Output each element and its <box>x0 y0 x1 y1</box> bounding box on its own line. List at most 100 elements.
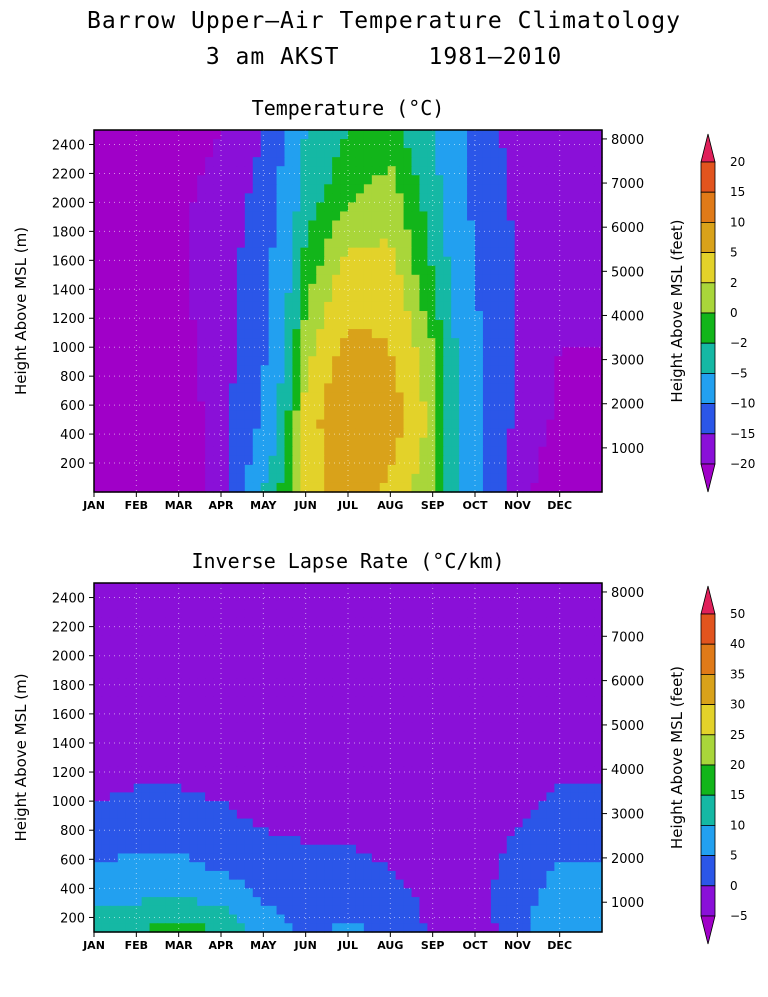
heatmap-cell <box>141 301 151 312</box>
heatmap-cell <box>213 464 222 475</box>
heatmap-cell <box>260 283 270 294</box>
heatmap-cell <box>109 428 119 439</box>
heatmap-cell <box>205 862 214 872</box>
heatmap-cell <box>371 809 381 820</box>
heatmap-cell <box>451 247 460 258</box>
heatmap-cell <box>300 635 309 645</box>
heatmap-cell <box>498 256 508 267</box>
heatmap-cell <box>292 383 301 394</box>
heatmap-cell <box>252 731 262 741</box>
heatmap-cell <box>451 792 460 802</box>
heatmap-cell <box>276 292 286 303</box>
heatmap-cell <box>133 193 143 203</box>
heatmap-cell <box>530 853 540 863</box>
heatmap-cell <box>308 766 317 776</box>
heatmap-cell <box>435 428 444 439</box>
heatmap-cell <box>546 256 555 267</box>
heatmap-cell <box>530 644 540 654</box>
heatmap-cell <box>371 283 381 294</box>
heatmap-cell <box>514 748 524 759</box>
heatmap-cell <box>570 731 579 741</box>
heatmap-cell <box>514 713 524 724</box>
heatmap-cell <box>348 247 357 258</box>
heatmap-cell <box>506 722 516 732</box>
heatmap-cell <box>125 437 135 448</box>
heatmap-cell <box>546 437 555 448</box>
heatmap-cell <box>395 792 405 802</box>
heatmap-cell <box>482 193 492 203</box>
heatmap-cell <box>371 661 381 671</box>
heatmap-cell <box>538 792 548 802</box>
heatmap-cell <box>284 635 294 645</box>
heatmap-cell <box>578 836 587 846</box>
heatmap-cell <box>141 670 151 680</box>
heatmap-cell <box>514 722 524 732</box>
heatmap-cell <box>403 678 413 689</box>
heatmap-cell <box>562 678 571 689</box>
heatmap-cell <box>94 635 103 645</box>
heatmap-cell <box>133 696 143 706</box>
heatmap-cell <box>173 792 182 802</box>
heatmap-cell <box>490 870 500 881</box>
heatmap-cell <box>268 329 278 339</box>
heatmap-cell <box>149 687 159 698</box>
heatmap-cell <box>530 311 540 321</box>
heatmap-cell <box>435 184 444 194</box>
heatmap-cell <box>221 705 230 715</box>
heatmap-cell <box>308 583 317 593</box>
heatmap-cell <box>221 365 230 375</box>
heatmap-cell <box>443 617 452 628</box>
heatmap-cell <box>300 175 309 185</box>
heatmap-cell <box>459 464 468 475</box>
heatmap-cell <box>411 801 421 811</box>
heatmap-cell <box>411 879 421 889</box>
heatmap-cell <box>371 148 381 158</box>
heatmap-cell <box>284 766 294 776</box>
heatmap-cell <box>403 644 413 654</box>
heatmap-cell <box>221 338 230 348</box>
heatmap-cell <box>562 774 571 785</box>
heatmap-cell <box>586 338 595 348</box>
heatmap-cell <box>276 464 286 475</box>
heatmap-cell <box>355 220 365 231</box>
heatmap-cell <box>94 617 103 628</box>
heatmap-cell <box>165 175 174 185</box>
heatmap-cell <box>260 809 270 820</box>
heatmap-cell <box>213 888 222 898</box>
heatmap-cell <box>284 365 294 375</box>
heatmap-cell <box>173 844 182 855</box>
heatmap-cell <box>101 644 111 654</box>
heatmap-cell <box>165 265 174 276</box>
heatmap-cell <box>482 705 492 715</box>
heatmap-cell <box>348 428 357 439</box>
heatmap-cell <box>435 600 444 610</box>
heatmap-cell <box>506 809 516 820</box>
heatmap-cell <box>411 274 421 285</box>
heatmap-cell <box>117 844 127 855</box>
heatmap-cell <box>109 609 119 619</box>
heatmap-cell <box>268 139 278 149</box>
heatmap-cell <box>340 211 349 222</box>
heatmap-cell <box>292 670 301 680</box>
heatmap-cell <box>165 130 174 140</box>
heatmap-cell <box>244 583 254 593</box>
heatmap-cell <box>371 139 381 149</box>
heatmap-cell <box>213 338 222 348</box>
heatmap-cell <box>181 410 190 421</box>
heatmap-cell <box>157 175 167 185</box>
heatmap-cell <box>276 757 286 767</box>
heatmap-cell <box>586 870 595 881</box>
heatmap-cell <box>292 211 301 222</box>
heatmap-cell <box>125 193 135 203</box>
heatmap-cell <box>300 748 309 759</box>
heatmap-cell <box>475 356 484 366</box>
heatmap-cell <box>578 356 587 366</box>
heatmap-cell <box>586 783 595 793</box>
heatmap-cell <box>467 256 476 267</box>
heatmap-cell <box>276 617 286 628</box>
heatmap-cell <box>268 652 278 663</box>
heatmap-cell <box>316 766 325 776</box>
heatmap-cell <box>554 757 563 767</box>
heatmap-cell <box>586 419 595 430</box>
heatmap-cell <box>490 757 500 767</box>
